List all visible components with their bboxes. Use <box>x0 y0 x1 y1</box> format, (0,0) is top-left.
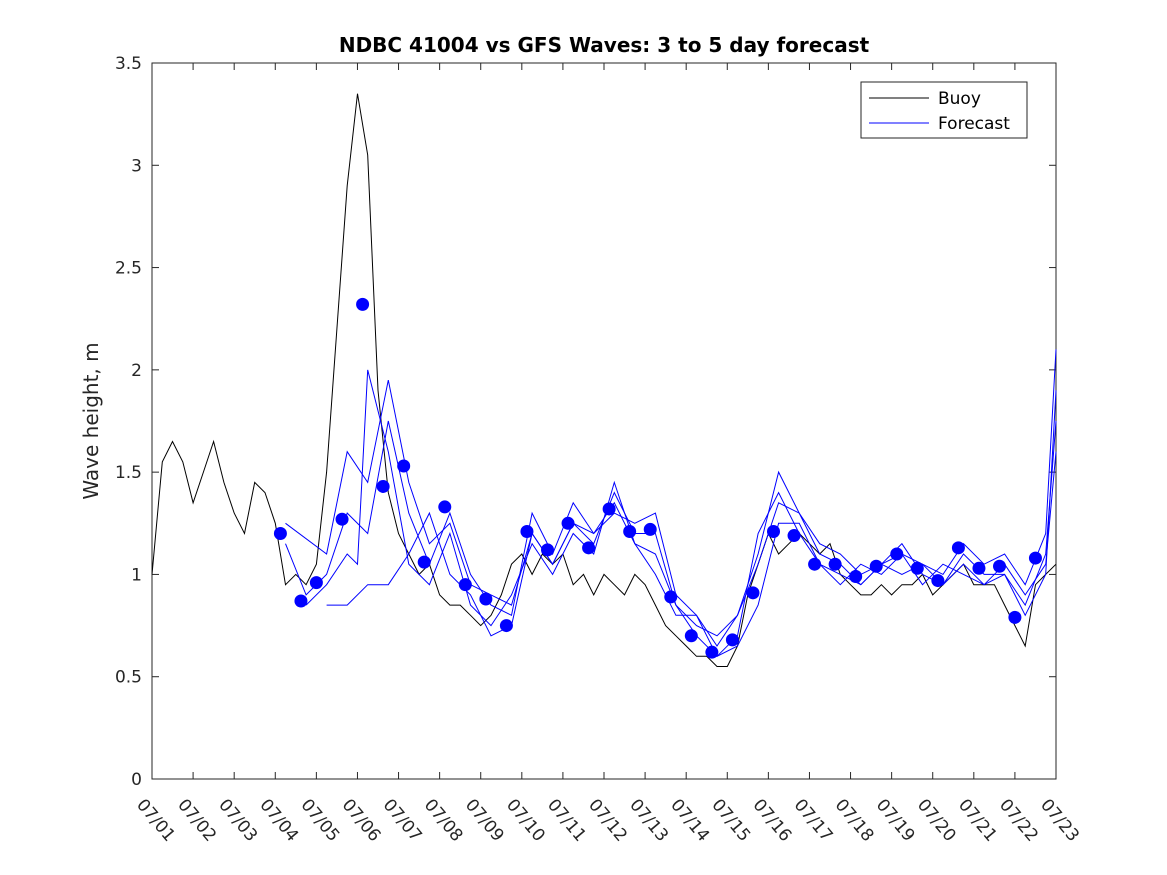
forecast-marker <box>541 543 554 557</box>
forecast-marker <box>479 592 493 606</box>
series-line-forecast-3 <box>305 369 1057 658</box>
y-tick-label: 1 <box>131 565 142 585</box>
forecast-marker <box>438 500 452 514</box>
forecast-marker <box>417 555 431 569</box>
forecast-marker <box>993 559 1006 573</box>
y-tick-label: 0.5 <box>115 668 142 688</box>
y-tick-label: 2.5 <box>115 259 142 279</box>
forecast-marker <box>273 527 287 541</box>
forecast-marker <box>849 569 863 583</box>
forecast-marker <box>725 633 739 647</box>
forecast-marker <box>561 516 575 530</box>
forecast-marker <box>972 561 986 575</box>
forecast-marker <box>582 541 596 555</box>
legend: Buoy Forecast <box>860 81 1028 139</box>
series-line-forecast-4 <box>326 420 1057 657</box>
forecast-marker <box>808 557 822 571</box>
y-tick-label: 2 <box>131 361 142 381</box>
forecast-marker <box>787 529 801 543</box>
forecast-marker <box>746 586 760 600</box>
y-tick-label: 3.5 <box>115 54 142 74</box>
forecast-marker <box>376 479 390 493</box>
forecast-marker <box>397 459 411 473</box>
forecast-marker <box>828 557 842 571</box>
forecast-marker <box>1028 551 1042 565</box>
forecast-marker <box>499 619 513 633</box>
forecast-marker <box>931 574 945 588</box>
forecast-marker <box>664 590 678 604</box>
forecast-marker <box>1008 610 1022 624</box>
forecast-marker <box>767 524 780 538</box>
forecast-marker <box>869 559 883 573</box>
legend-entry-buoy-label: Buoy <box>938 89 981 109</box>
forecast-marker <box>623 524 637 538</box>
forecast-marker <box>951 541 965 555</box>
series-line-buoy <box>151 93 1057 667</box>
forecast-marker <box>684 629 698 643</box>
forecast-marker <box>890 547 904 561</box>
chart-title: NDBC 41004 vs GFS Waves: 3 to 5 day fore… <box>339 33 870 57</box>
forecast-marker <box>294 594 308 608</box>
forecast-marker <box>705 645 719 659</box>
y-tick-label: 1.5 <box>115 463 142 483</box>
y-tick-label: 0 <box>131 770 142 790</box>
forecast-marker <box>910 561 924 575</box>
forecast-marker <box>335 512 349 526</box>
legend-box <box>860 81 1028 139</box>
forecast-marker <box>602 502 616 516</box>
forecast-marker <box>458 578 472 592</box>
forecast-marker <box>356 297 370 311</box>
y-axis-label: Wave height, m <box>79 342 103 499</box>
y-tick-label: 3 <box>131 156 142 176</box>
legend-entry-forecast-label: Forecast <box>938 114 1010 134</box>
forecast-marker <box>643 522 657 536</box>
forecast-marker <box>520 524 534 538</box>
forecast-marker <box>309 576 323 590</box>
